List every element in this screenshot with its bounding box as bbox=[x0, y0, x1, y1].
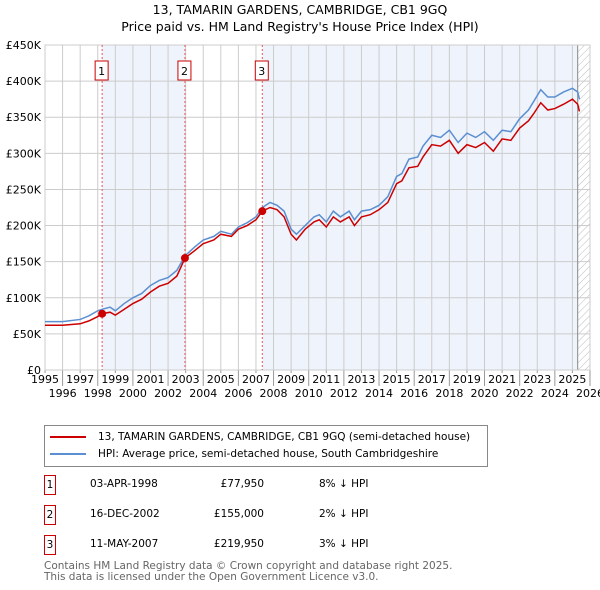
sale-date: 03-APR-1998 bbox=[90, 478, 158, 490]
forecast-hatch bbox=[577, 45, 590, 370]
sale-point bbox=[98, 309, 107, 318]
x-tick-label: 2024 bbox=[541, 387, 569, 400]
sale-point bbox=[258, 207, 267, 216]
x-tick-label: 2016 bbox=[400, 387, 428, 400]
sale-row: 1 03-APR-1998 £77,950 8% ↓ HPI bbox=[44, 475, 444, 495]
y-tick-label: £400K bbox=[6, 75, 42, 88]
sale-number-badge: 2 bbox=[44, 505, 56, 525]
y-tick-label: £50K bbox=[13, 328, 42, 341]
y-tick-label: £250K bbox=[6, 183, 42, 196]
sale-hpi-diff: 8% ↓ HPI bbox=[319, 478, 369, 490]
x-tick-label: 1996 bbox=[49, 387, 77, 400]
chart-title: 13, TAMARIN GARDENS, CAMBRIDGE, CB1 9GQ bbox=[152, 2, 448, 17]
y-tick-label: £100K bbox=[6, 292, 42, 305]
x-tick-label: 2009 bbox=[277, 373, 305, 386]
sale-price: £219,950 bbox=[213, 538, 264, 550]
sale-marker-box bbox=[254, 60, 269, 81]
sale-row: 2 16-DEC-2002 £155,000 2% ↓ HPI bbox=[44, 505, 444, 525]
y-tick-label: £150K bbox=[6, 256, 42, 269]
x-tick-label: 2020 bbox=[471, 387, 499, 400]
x-tick-label: 2000 bbox=[119, 387, 147, 400]
x-tick-label: 2005 bbox=[207, 373, 235, 386]
x-tick-label: 2011 bbox=[312, 373, 340, 386]
x-tick-label: 2015 bbox=[383, 373, 411, 386]
sale-hpi-diff: 2% ↓ HPI bbox=[319, 508, 369, 520]
y-tick-label: £450K bbox=[6, 39, 42, 52]
sale-number-badge: 1 bbox=[44, 475, 56, 495]
ownership-shade bbox=[102, 45, 185, 370]
x-tick-label: 1997 bbox=[66, 373, 94, 386]
x-tick-label: 2023 bbox=[523, 373, 551, 386]
x-tick-label: 2018 bbox=[435, 387, 463, 400]
sale-date: 16-DEC-2002 bbox=[90, 508, 160, 520]
x-tick-label: 2007 bbox=[242, 373, 270, 386]
sale-marker-label: 3 bbox=[258, 65, 265, 78]
hpi-line bbox=[45, 87, 581, 323]
y-tick-label: £300K bbox=[6, 147, 42, 160]
x-tick-label: 2004 bbox=[189, 387, 217, 400]
x-tick-label: 2001 bbox=[136, 373, 164, 386]
sale-date: 11-MAY-2007 bbox=[90, 538, 159, 550]
x-tick-label: 2026 bbox=[576, 387, 600, 400]
x-tick-label: 2021 bbox=[488, 373, 516, 386]
footer-line-1: Contains HM Land Registry data © Crown c… bbox=[44, 560, 453, 572]
x-tick-label: 2008 bbox=[260, 387, 288, 400]
sale-number-badge: 3 bbox=[44, 535, 56, 555]
x-tick-label: 2013 bbox=[347, 373, 375, 386]
blue-line-swatch bbox=[50, 453, 86, 455]
x-tick-label: 2002 bbox=[154, 387, 182, 400]
x-tick-label: 2006 bbox=[224, 387, 252, 400]
sale-price: £155,000 bbox=[213, 508, 264, 520]
sale-marker-label: 1 bbox=[98, 65, 105, 78]
x-tick-label: 2014 bbox=[365, 387, 393, 400]
sale-marker-box bbox=[94, 60, 109, 81]
x-tick-label: 2010 bbox=[295, 387, 323, 400]
x-tick-label: 2012 bbox=[330, 387, 358, 400]
x-tick-label: 1995 bbox=[31, 373, 59, 386]
plot-border bbox=[44, 44, 591, 371]
sale-marker-label: 2 bbox=[181, 65, 188, 78]
property-price-line bbox=[45, 98, 581, 326]
x-tick-label: 2017 bbox=[418, 373, 446, 386]
x-tick-label: 2019 bbox=[453, 373, 481, 386]
y-tick-label: £0 bbox=[27, 364, 41, 377]
price-chart: 1995199619971998199920002001200220032004… bbox=[6, 39, 600, 400]
ownership-shade bbox=[262, 45, 578, 370]
legend: 13, TAMARIN GARDENS, CAMBRIDGE, CB1 9GQ … bbox=[44, 425, 488, 467]
legend-label: 13, TAMARIN GARDENS, CAMBRIDGE, CB1 9GQ … bbox=[98, 431, 471, 443]
y-tick-label: £350K bbox=[6, 111, 42, 124]
x-tick-label: 2025 bbox=[558, 373, 586, 386]
y-tick-label: £200K bbox=[6, 220, 42, 233]
chart-subtitle: Price paid vs. HM Land Registry's House … bbox=[121, 19, 479, 34]
sale-hpi-diff: 3% ↓ HPI bbox=[319, 538, 369, 550]
x-tick-label: 1998 bbox=[84, 387, 112, 400]
legend-item-hpi: HPI: Average price, semi-detached house,… bbox=[45, 446, 438, 462]
sale-price: £77,950 bbox=[220, 478, 264, 490]
sale-row: 3 11-MAY-2007 £219,950 3% ↓ HPI bbox=[44, 535, 444, 555]
x-tick-label: 1999 bbox=[101, 373, 129, 386]
x-tick-label: 2003 bbox=[172, 373, 200, 386]
x-tick-label: 2022 bbox=[506, 387, 534, 400]
red-line-swatch bbox=[50, 436, 86, 438]
footer: Contains HM Land Registry data © Crown c… bbox=[44, 561, 452, 582]
footer-line-2: This data is licensed under the Open Gov… bbox=[44, 570, 379, 583]
legend-label: HPI: Average price, semi-detached house,… bbox=[98, 448, 439, 460]
legend-item-property: 13, TAMARIN GARDENS, CAMBRIDGE, CB1 9GQ … bbox=[45, 429, 470, 445]
sale-marker-box bbox=[177, 60, 192, 81]
sale-point bbox=[180, 254, 189, 263]
